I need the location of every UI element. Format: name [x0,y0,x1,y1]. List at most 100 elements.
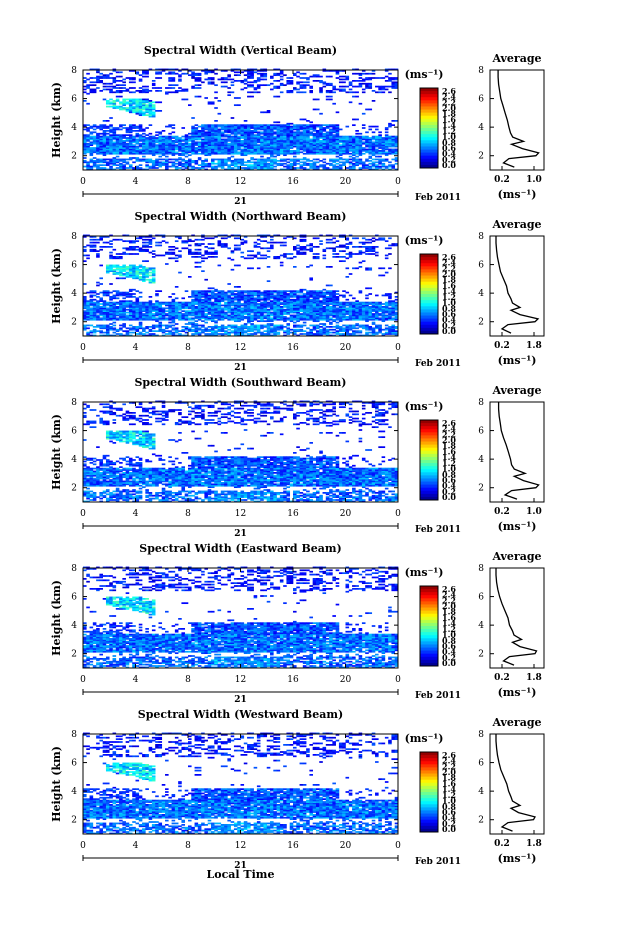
heatmap-cell [174,260,179,263]
heatmap-cell [283,244,287,247]
heatmap-cell [325,127,330,129]
heatmap-cell [335,150,340,152]
heatmap [83,234,399,337]
heatmap-cell [83,128,87,131]
heatmap-cell [197,317,202,320]
heatmap-cell [266,150,271,152]
heatmap-cell [122,90,126,92]
heatmap-cell [315,161,320,164]
heatmap-cell [122,334,126,337]
heatmap-cell [194,127,199,129]
heatmap-cell [214,304,218,307]
heatmap-cell [335,147,340,149]
heatmap-cell [276,134,281,137]
heatmap-cell [135,326,140,328]
heatmap-cell [174,162,179,165]
heatmap-cell [322,135,327,138]
heatmap-cell [191,234,195,237]
heatmap-cell [306,134,310,137]
heatmap-cell [348,142,353,145]
heatmap-cell [286,330,291,333]
heatmap-cell [375,164,379,167]
heatmap-cell [197,294,202,297]
heatmap-cell [378,152,382,155]
heatmap-cell [197,266,202,268]
heatmap-cell [319,151,323,154]
heatmap-cell [188,144,192,147]
heatmap-cell [89,303,94,305]
heatmap-cell [329,124,333,127]
heatmap-cell [256,135,261,138]
heatmap-cell [224,148,228,151]
heatmap-cell [178,311,182,314]
heatmap-cell [260,137,264,139]
heatmap-cell [227,74,231,77]
heatmap-cell [381,144,386,147]
heatmap-cell [148,138,153,141]
heatmap-cell [184,331,189,334]
heatmap-cell [191,85,195,88]
heatmap-cell [214,330,218,333]
heatmap-cell [161,141,166,144]
heatmap-cell [335,132,340,135]
heatmap-cell [276,328,281,331]
heatmap-cell [375,158,379,161]
heatmap-cell [171,141,176,144]
heatmap-cell [204,124,208,127]
heatmap-cell [273,300,277,303]
heatmap-cell [247,164,251,167]
heatmap-cell [243,135,248,138]
heatmap-cell [109,328,113,331]
heatmap-cell [138,112,143,115]
heatmap-cell [227,150,231,152]
heatmap-cell [217,326,222,328]
heatmap-cell [233,331,238,334]
heatmap-cell [194,144,199,147]
colorbar-swatch [420,100,438,104]
heatmap-cell [99,311,103,314]
heatmap-cell [204,154,208,157]
heatmap-cell [270,327,274,330]
heatmap-cell [270,334,274,337]
heatmap-cell [237,264,241,267]
heatmap-cell [289,90,294,92]
heatmap-cell [171,164,176,167]
heatmap-cell [312,134,317,137]
heatmap-cell [243,257,248,260]
day-label: 21 [234,197,247,207]
heatmap-cell [286,168,291,171]
heatmap-cell [99,164,103,167]
heatmap-cell [214,307,218,310]
heatmap-cell [296,82,300,85]
heatmap-cell [256,253,261,255]
heatmap-cell [306,148,310,151]
heatmap-cell [368,137,373,139]
heatmap-cell [293,132,297,135]
y-tick-label: 2 [71,152,77,162]
heatmap-cell [329,95,333,98]
heatmap-cell [201,260,205,263]
heatmap-cell [132,125,136,128]
heatmap-cell [247,326,251,328]
heatmap-cell [279,144,284,147]
heatmap-cell [247,124,251,127]
heatmap-cell [273,161,277,164]
heatmap-cell [109,314,113,317]
heatmap-cell [224,140,228,142]
heatmap-cell [224,313,228,315]
heatmap-cell [99,135,103,138]
heatmap-cell [178,236,182,238]
heatmap-cell [237,97,241,99]
heatmap-cell [148,318,153,321]
heatmap-cell [178,141,182,144]
heatmap-cell [92,148,97,151]
heatmap-cell [158,68,163,71]
heatmap-cell [256,132,261,135]
heatmap-cell [217,147,222,149]
heatmap-cell [109,168,113,171]
heatmap-cell [155,141,159,144]
heatmap-cell [286,303,291,305]
heatmap-cell [151,112,156,115]
heatmap-cell [191,74,195,77]
heatmap-cell [181,152,186,155]
